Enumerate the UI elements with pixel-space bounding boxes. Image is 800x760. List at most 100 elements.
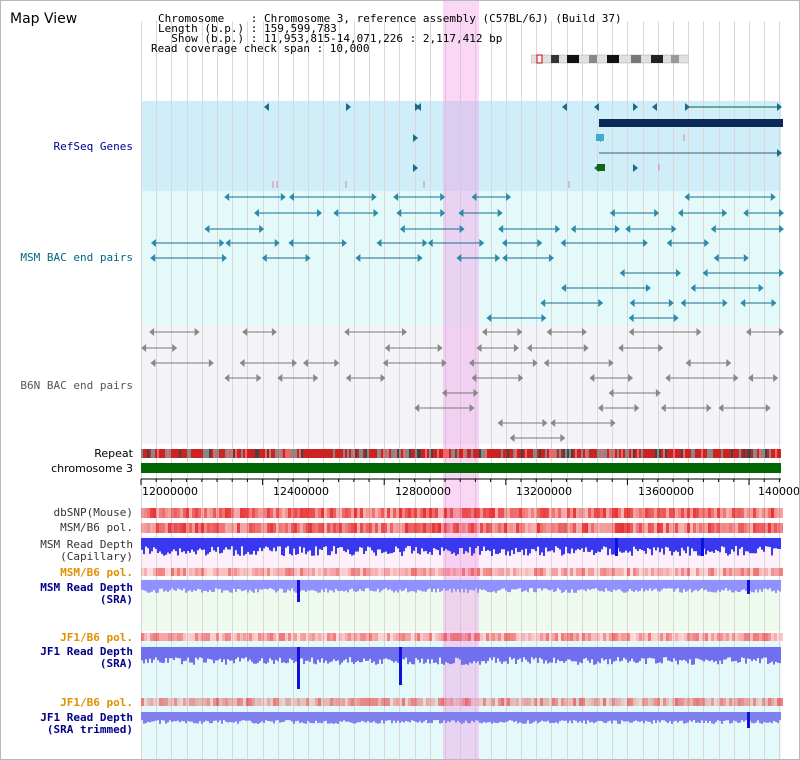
pol-cell — [336, 523, 339, 533]
bac-pair — [225, 239, 231, 247]
depth-bar — [577, 538, 579, 549]
depth-bar — [349, 538, 351, 555]
depth-bar — [589, 538, 591, 552]
pol-cell — [747, 568, 750, 576]
track-label-msm-b6-pol-1[interactable]: MSM/B6 pol. — [60, 521, 133, 534]
pol-cell — [258, 523, 261, 533]
bac-pair — [498, 225, 504, 233]
pol-cell — [300, 568, 303, 576]
repeat-segment — [175, 449, 177, 458]
repeat-segment — [199, 449, 201, 458]
pol-cell — [378, 508, 381, 518]
depth-bar — [301, 712, 303, 723]
repeat-segment — [715, 449, 717, 458]
bac-pair — [376, 239, 382, 247]
pol-cell — [576, 568, 579, 576]
pol-cell — [699, 633, 702, 641]
depth-bar — [471, 538, 473, 556]
chromosome-info: Chromosome : Chromosome 3, reference ass… — [158, 12, 622, 25]
depth-bar — [237, 538, 239, 555]
depth-bar — [651, 647, 653, 659]
depth-bar — [725, 712, 727, 721]
pol-cell — [750, 698, 753, 706]
track-label-jf1-b6-pol-1[interactable]: JF1/B6 pol. — [60, 631, 133, 644]
pol-cell — [522, 698, 525, 706]
depth-bar — [441, 580, 443, 591]
depth-bar — [409, 538, 411, 547]
pol-cell — [582, 698, 585, 706]
depth-bar — [527, 538, 529, 556]
depth-bar — [327, 647, 329, 664]
track-label-msm-depth-capillary[interactable]: MSM Read Depth — [40, 538, 133, 551]
pol-cell — [681, 523, 684, 533]
repeat-segment — [483, 449, 485, 458]
pol-cell — [669, 568, 672, 576]
depth-bar — [157, 712, 159, 721]
repeat-segment — [707, 449, 709, 458]
pol-cell — [282, 508, 285, 518]
track-label-msm-bac[interactable]: MSM BAC end pairs — [20, 251, 133, 264]
track-label-msm-depth-sra[interactable]: MSM Read Depth — [40, 581, 133, 594]
pol-cell — [438, 698, 441, 706]
pol-cell — [549, 568, 552, 576]
pol-cell — [498, 508, 501, 518]
depth-bar — [479, 647, 481, 665]
depth-bar — [565, 538, 567, 547]
repeat-segment — [449, 449, 451, 458]
pol-cell — [642, 523, 645, 533]
track-label-jf1-depth-sra[interactable]: JF1 Read Depth — [40, 645, 133, 658]
repeat-segment — [479, 449, 481, 458]
pol-cell — [744, 633, 747, 641]
pol-cell — [369, 523, 372, 533]
pol-cell — [357, 633, 360, 641]
pol-cell — [660, 508, 663, 518]
pol-cell — [441, 633, 444, 641]
depth-bar — [423, 580, 425, 592]
chromosome-ideogram[interactable] — [531, 54, 689, 64]
pol-cell — [345, 633, 348, 641]
pol-cell — [156, 698, 159, 706]
depth-bar — [201, 580, 203, 593]
pol-cell — [666, 698, 669, 706]
pol-cell — [297, 523, 300, 533]
depth-bar — [239, 712, 241, 722]
depth-bar — [305, 538, 307, 555]
depth-bar — [685, 538, 687, 554]
depth-bar — [415, 647, 417, 659]
depth-bar — [613, 538, 615, 555]
depth-bar — [761, 647, 763, 659]
track-label-b6n-bac[interactable]: B6N BAC end pairs — [20, 379, 133, 392]
depth-bar — [697, 580, 699, 592]
depth-bar — [189, 647, 191, 663]
depth-bar — [391, 712, 393, 724]
depth-bar — [541, 647, 543, 660]
pol-cell — [537, 508, 540, 518]
depth-bar — [201, 647, 203, 658]
depth-bar — [671, 647, 673, 663]
track-label-refseq[interactable]: RefSeq Genes — [53, 140, 133, 153]
pol-cell — [441, 523, 444, 533]
depth-bar — [695, 647, 697, 659]
depth-bar — [771, 580, 773, 592]
depth-bar — [675, 712, 677, 721]
depth-bar — [587, 580, 589, 589]
depth-bar — [175, 712, 177, 722]
depth-bar — [461, 712, 463, 724]
pol-cell — [726, 523, 729, 533]
pol-cell — [777, 508, 780, 518]
track-label-chromosome: chromosome 3 — [51, 462, 133, 475]
depth-bar — [675, 580, 677, 590]
depth-bar — [763, 712, 765, 723]
track-label-msm-b6-pol-2[interactable]: MSM/B6 pol. — [60, 566, 133, 579]
pol-cell — [666, 508, 669, 518]
track-label-dbsnp[interactable]: dbSNP(Mouse) — [53, 506, 133, 519]
depth-bar — [589, 647, 591, 663]
bac-pair — [501, 239, 507, 247]
depth-bar — [365, 712, 367, 723]
track-label-jf1-depth-trimmed[interactable]: JF1 Read Depth — [40, 711, 133, 724]
track-label-jf1-b6-pol-2[interactable]: JF1/B6 pol. — [60, 696, 133, 709]
region-highlight[interactable] — [443, 1, 479, 759]
pol-cell — [525, 523, 528, 533]
bac-pair — [497, 419, 503, 427]
